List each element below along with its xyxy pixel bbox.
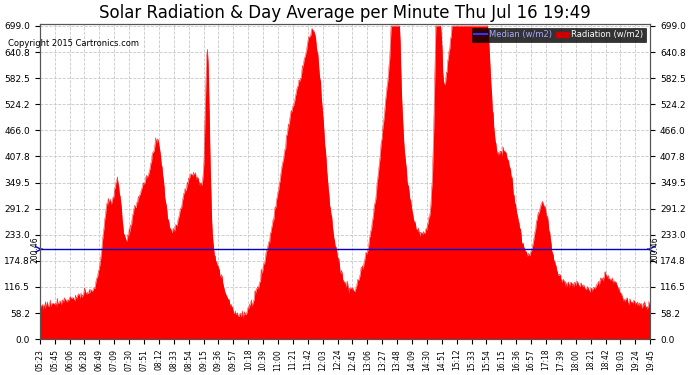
Legend: Median (w/m2), Radiation (w/m2): Median (w/m2), Radiation (w/m2)	[472, 28, 646, 42]
Text: 200.46: 200.46	[30, 236, 39, 262]
Text: 200.46: 200.46	[651, 236, 660, 262]
Text: Copyright 2015 Cartronics.com: Copyright 2015 Cartronics.com	[8, 39, 139, 48]
Title: Solar Radiation & Day Average per Minute Thu Jul 16 19:49: Solar Radiation & Day Average per Minute…	[99, 4, 591, 22]
